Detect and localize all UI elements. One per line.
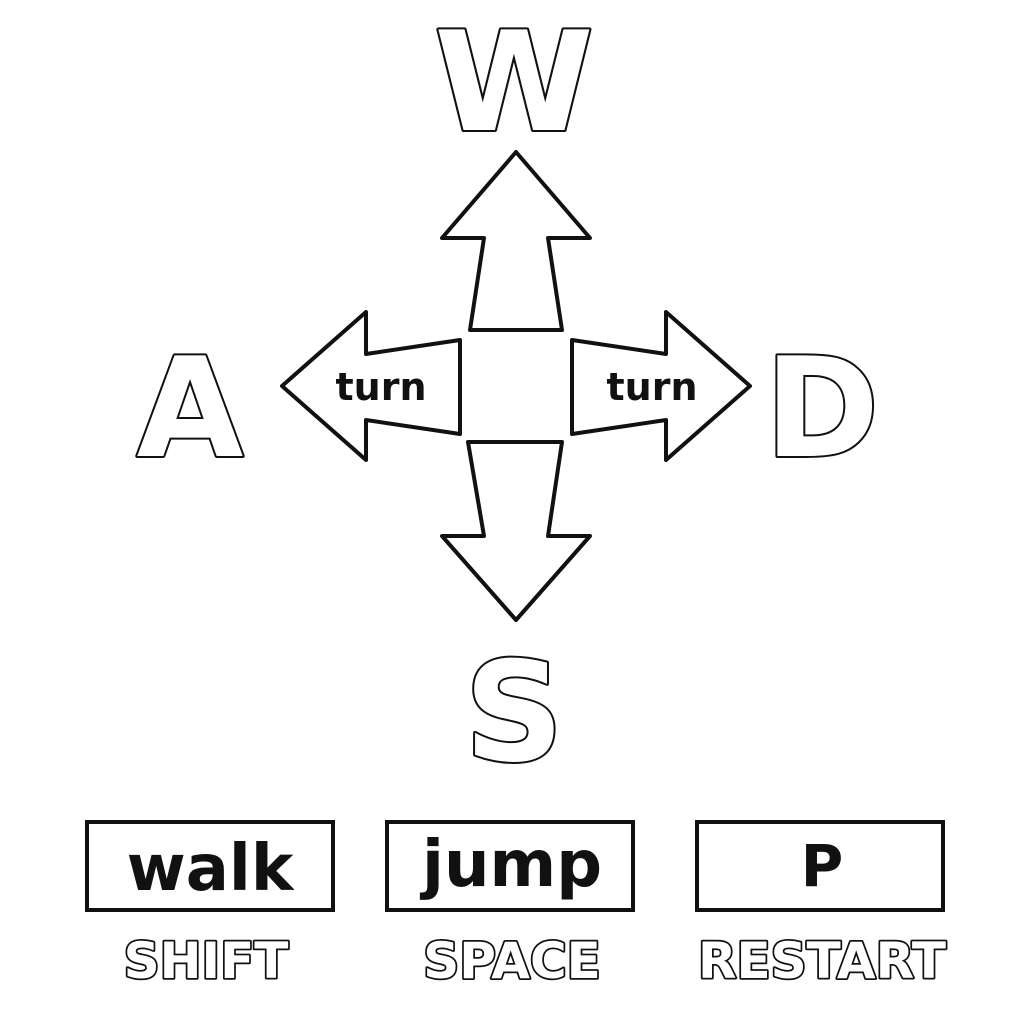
walk-box [85, 820, 335, 912]
arrow-right-icon [570, 310, 752, 462]
p-key-box [695, 820, 945, 912]
space-key-label: SPACE [423, 932, 601, 990]
arrow-up-icon [440, 150, 592, 332]
turn-right-label: turn [606, 365, 697, 409]
action-walk: walk SHIFT [85, 820, 335, 992]
walk-label: walk [127, 832, 295, 906]
restart-key-label: RESTART [698, 932, 946, 990]
action-jump: jump SPACE [385, 820, 635, 992]
jump-label: jump [419, 828, 602, 902]
key-w-label: W [434, 3, 594, 163]
turn-left-label: turn [335, 365, 426, 409]
key-d-label: D [765, 328, 880, 489]
p-key-label: P [801, 832, 844, 900]
arrow-left-icon [280, 310, 462, 462]
key-a-label: A [137, 328, 244, 489]
action-restart: P RESTART [695, 820, 948, 992]
key-s-label: S [464, 632, 563, 793]
arrow-down-icon [440, 440, 592, 622]
shift-key-label: SHIFT [124, 932, 289, 990]
jump-box [385, 820, 635, 912]
